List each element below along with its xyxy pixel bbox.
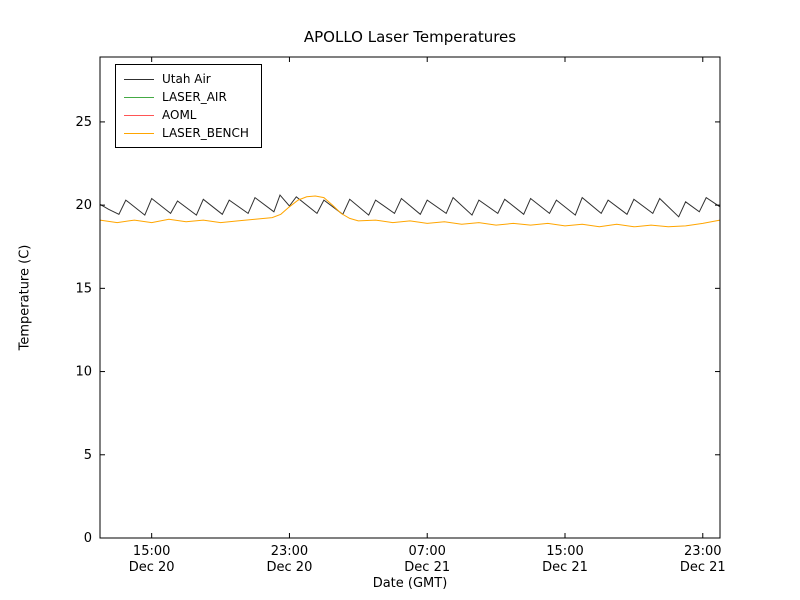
series-line-utah-air [99,194,721,218]
legend-item: AOML [124,106,249,124]
axes-frame [99,56,721,539]
legend-line-swatch [124,78,154,80]
x-tick-label-time: 23:00 [684,544,721,559]
legend-label: AOML [162,108,197,122]
y-tick-label: 20 [75,198,92,213]
legend-line-swatch [124,96,154,98]
legend-item: LASER_BENCH [124,124,249,142]
chart-title: APOLLO Laser Temperatures [303,28,517,46]
legend-line-swatch [124,132,154,134]
legend-item: LASER_AIR [124,88,249,106]
legend-label: LASER_AIR [162,90,227,104]
x-tick-label-date: Dec 21 [680,560,726,575]
x-tick-label-time: 15:00 [133,544,170,559]
y-tick-label: 5 [84,448,92,463]
legend: Utah Air LASER_AIR AOML LASER_BENCH [115,64,262,148]
legend-line-swatch [124,114,154,116]
y-tick-label: 10 [75,365,92,380]
legend-item: Utah Air [124,70,249,88]
x-tick-label-time: 07:00 [408,544,445,559]
x-tick-label-date: Dec 20 [129,560,175,575]
x-tick-label-time: 15:00 [546,544,583,559]
y-tick-label: 25 [75,115,92,130]
x-tick-label-date: Dec 20 [267,560,313,575]
series-line-laser-bench [99,195,721,228]
x-axis-label: Date (GMT) [372,576,448,591]
legend-label: Utah Air [162,72,211,86]
x-tick-label-date: Dec 21 [404,560,450,575]
y-tick-label: 0 [84,531,92,546]
y-tick-label: 15 [75,281,92,296]
x-tick-label-time: 23:00 [271,544,308,559]
x-tick-label-date: Dec 21 [542,560,588,575]
legend-label: LASER_BENCH [162,126,249,140]
y-axis-label: Temperature (C) [17,244,33,351]
